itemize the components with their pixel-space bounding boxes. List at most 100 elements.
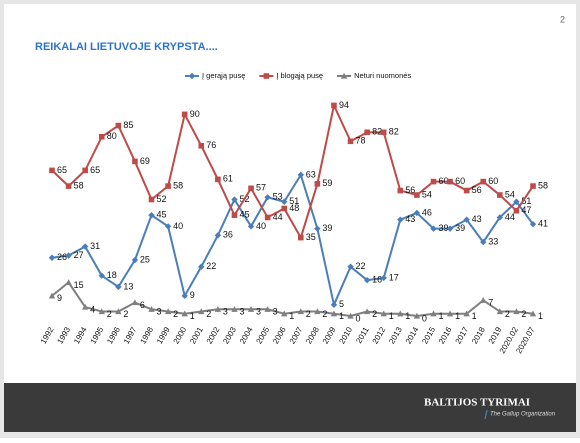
point <box>214 306 222 312</box>
point <box>363 276 371 284</box>
point <box>231 196 238 203</box>
point <box>446 310 454 317</box>
point <box>65 252 72 259</box>
point <box>330 301 338 308</box>
footer-brand: BALTIJOS TYRIMAI <box>424 397 530 409</box>
data-label: 54 <box>422 189 432 199</box>
point <box>297 171 304 179</box>
legend-label: Neturi nuomonės <box>354 71 411 80</box>
data-label: 1 <box>405 311 410 321</box>
point <box>529 310 537 317</box>
data-label: 5 <box>339 299 344 309</box>
data-label: 39 <box>322 223 332 233</box>
point <box>115 122 122 129</box>
data-label: 18 <box>107 270 117 280</box>
data-label: 65 <box>90 165 100 175</box>
data-label: 76 <box>206 140 216 150</box>
point <box>247 306 255 312</box>
point <box>164 308 172 315</box>
point <box>397 216 404 223</box>
data-label: 52 <box>157 194 167 204</box>
data-label: 2 <box>123 309 128 319</box>
point <box>148 196 155 203</box>
data-label: 0 <box>356 313 361 323</box>
point <box>188 72 196 80</box>
footer-mark <box>484 409 488 420</box>
data-label: 2 <box>173 309 178 319</box>
series-line <box>51 280 534 318</box>
point <box>214 232 222 239</box>
point <box>81 303 89 310</box>
data-label: 56 <box>405 185 415 195</box>
point <box>65 183 72 189</box>
point <box>198 308 205 315</box>
data-label: 2 <box>322 309 327 319</box>
point <box>49 167 55 174</box>
point <box>248 185 254 192</box>
point <box>115 283 122 291</box>
data-label: 47 <box>521 205 531 215</box>
data-label: 3 <box>157 307 162 317</box>
data-label: 1 <box>289 311 294 321</box>
point <box>264 306 271 312</box>
data-label: 1 <box>438 311 443 321</box>
data-label: 58 <box>74 180 84 190</box>
point <box>463 187 470 194</box>
point <box>380 310 387 317</box>
data-label: 53 <box>273 192 283 202</box>
point <box>397 187 404 194</box>
data-label: 9 <box>57 293 62 303</box>
point <box>247 223 255 230</box>
data-label: 69 <box>140 156 150 166</box>
point <box>264 214 271 221</box>
point <box>314 225 321 232</box>
data-label: 2 <box>372 309 377 319</box>
point <box>297 308 304 315</box>
point <box>148 212 155 219</box>
point <box>164 223 172 230</box>
data-label: 60 <box>455 176 465 186</box>
data-label: 0 <box>422 313 427 323</box>
data-label: 78 <box>356 136 366 146</box>
data-label: 1 <box>455 311 460 321</box>
point <box>148 306 155 312</box>
point <box>364 129 370 136</box>
data-label: 3 <box>239 307 244 317</box>
data-label: 90 <box>190 109 200 119</box>
data-label: 4 <box>90 304 95 314</box>
data-label: 26 <box>57 252 67 262</box>
page-number: 2 <box>560 14 565 24</box>
data-label: 1 <box>538 311 543 321</box>
point <box>513 198 520 205</box>
data-label: 57 <box>256 183 266 193</box>
footer-band <box>4 383 576 432</box>
point <box>430 225 437 232</box>
point <box>131 256 139 264</box>
point <box>82 167 88 174</box>
data-label: 40 <box>256 221 266 231</box>
data-label: 43 <box>472 214 482 224</box>
point <box>198 142 205 149</box>
data-label: 2 <box>306 309 311 319</box>
point <box>215 176 221 183</box>
data-label: 44 <box>273 212 283 222</box>
series-line <box>51 172 534 309</box>
data-label: 56 <box>472 185 482 195</box>
data-label: 13 <box>123 281 133 291</box>
data-label: 1 <box>389 311 394 321</box>
data-label: 82 <box>389 127 399 137</box>
data-label: 35 <box>306 232 316 242</box>
data-label: 63 <box>306 169 316 179</box>
point <box>330 310 338 317</box>
point <box>340 72 348 79</box>
data-label: 65 <box>57 165 67 175</box>
data-label: 6 <box>140 300 145 310</box>
data-label: 1 <box>339 311 344 321</box>
point <box>48 292 56 299</box>
data-label: 2 <box>521 309 526 319</box>
point <box>413 312 421 319</box>
point <box>181 292 188 300</box>
legend-label: Į gerąją pusę <box>202 71 245 80</box>
data-label: 58 <box>538 180 548 190</box>
point <box>446 225 454 232</box>
